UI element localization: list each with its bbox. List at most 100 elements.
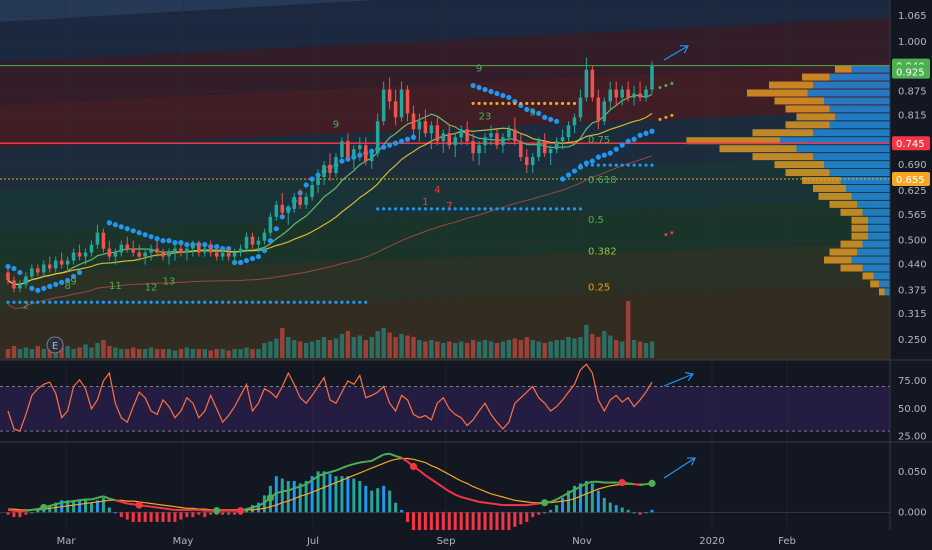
macd-line-segment xyxy=(287,487,295,492)
volume-bar xyxy=(524,337,529,358)
macd-histogram-bar xyxy=(388,490,392,513)
sar-dot xyxy=(631,136,637,142)
volume-profile-bar xyxy=(846,184,890,192)
support-dot xyxy=(352,300,356,304)
macd-histogram-bar xyxy=(155,512,159,522)
candle-body xyxy=(274,204,279,217)
volume-bar xyxy=(637,341,643,358)
volume-bar xyxy=(83,344,88,358)
sar-dot xyxy=(41,285,47,291)
support-dot xyxy=(24,300,28,304)
support-dot xyxy=(495,207,499,211)
sar-dot xyxy=(381,144,387,150)
volume-bar xyxy=(65,346,70,358)
sar-dot xyxy=(649,128,655,134)
volume-bars xyxy=(5,301,655,358)
projection-dot xyxy=(670,113,674,117)
trend-arrow xyxy=(663,373,694,387)
support-dot xyxy=(36,300,40,304)
support-dot xyxy=(167,300,171,304)
support-dot xyxy=(95,300,100,304)
candle-body xyxy=(352,149,356,158)
macd-cross-marker xyxy=(40,503,48,512)
macd-line-segment xyxy=(103,495,110,500)
macd-histogram-bar xyxy=(578,483,582,513)
candle-body xyxy=(220,252,225,257)
price-tick-label: 0.875 xyxy=(898,87,927,98)
channel-band xyxy=(0,62,890,148)
support-dot xyxy=(364,300,368,304)
candle-body xyxy=(381,89,386,122)
candle-body xyxy=(334,157,338,174)
macd-line-segment xyxy=(359,460,366,464)
macd-line-segment xyxy=(329,469,337,474)
price-tick-label: 0.315 xyxy=(898,309,927,320)
support-dot xyxy=(453,207,457,211)
candle-body xyxy=(530,157,535,166)
macd-line-segment xyxy=(579,482,587,488)
sar-dot xyxy=(178,240,184,246)
support-dot xyxy=(107,300,111,304)
sar-dot xyxy=(470,82,476,89)
macd-histogram-bar xyxy=(638,512,642,515)
rsi-tick-label: 75.00 xyxy=(898,376,927,387)
candle-body xyxy=(644,89,648,98)
support-dot xyxy=(30,300,34,304)
candle-body xyxy=(495,133,499,146)
volume-bar xyxy=(160,349,166,358)
resistance-dot xyxy=(489,101,493,106)
volume-bar xyxy=(196,349,202,358)
sar-dot xyxy=(273,226,279,232)
candle-body xyxy=(525,157,529,166)
sar-dot xyxy=(643,130,649,136)
support-dot xyxy=(203,300,207,304)
support-dot xyxy=(250,300,255,304)
volume-bar xyxy=(369,337,374,358)
macd-histogram-bar xyxy=(525,512,529,522)
candle-body xyxy=(536,141,541,158)
rsi-tick-label: 50.00 xyxy=(898,404,927,415)
candle-body xyxy=(369,153,374,162)
sar-dot xyxy=(536,110,542,116)
macd-histogram-bar xyxy=(6,512,10,515)
sar-dot xyxy=(309,176,315,182)
candle-body xyxy=(65,260,70,265)
macd-line-segment xyxy=(341,464,349,470)
candle-body xyxy=(513,129,517,142)
macd-line-segment xyxy=(79,498,86,502)
volume-profile-bar xyxy=(868,224,890,232)
volume-bar xyxy=(250,349,255,358)
volume-bar xyxy=(411,337,416,358)
macd-histogram-bar xyxy=(406,512,410,522)
candle-body xyxy=(566,125,571,138)
sequential-count-label: 9 xyxy=(476,64,482,75)
candle-body xyxy=(548,149,553,154)
sequential-count-label: 2 xyxy=(23,300,29,311)
candle-body xyxy=(71,252,76,261)
support-dot xyxy=(531,207,535,211)
time-tick-label: Mar xyxy=(57,536,77,547)
candle-body xyxy=(185,248,189,253)
support-dot xyxy=(48,300,52,304)
volume-profile-bar xyxy=(796,113,835,121)
volume-profile-bar xyxy=(813,129,890,137)
macd-tick-label: 0.000 xyxy=(898,507,927,518)
candle-body xyxy=(560,137,565,142)
support-dot xyxy=(322,300,326,304)
candle-body xyxy=(47,264,52,269)
macd-histogram-bar xyxy=(561,497,565,513)
macd-histogram-bar xyxy=(632,512,636,514)
macd-histogram-bar xyxy=(501,512,505,537)
sar-dot xyxy=(524,106,530,113)
fib-level-label: 0.5 xyxy=(588,215,604,226)
candle-body xyxy=(268,216,273,233)
time-tick-label: Nov xyxy=(572,536,592,547)
macd-bg xyxy=(0,444,890,530)
macd-histogram-bar xyxy=(519,512,523,525)
candle-body xyxy=(83,252,88,257)
support-dot xyxy=(125,300,129,304)
support-dot xyxy=(244,300,249,304)
candle-body xyxy=(441,133,446,142)
volume-bar xyxy=(71,349,76,358)
